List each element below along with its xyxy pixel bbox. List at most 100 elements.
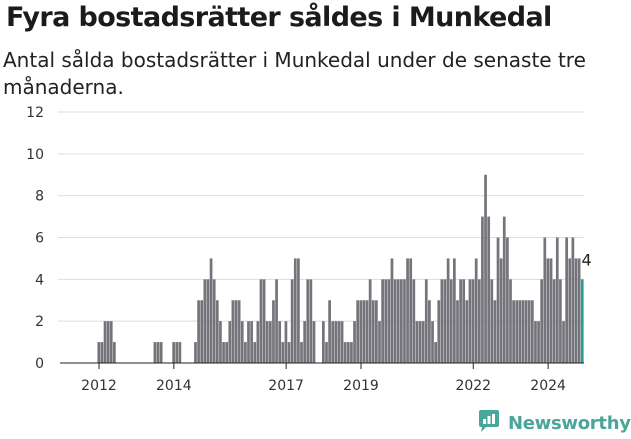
bar <box>415 321 419 363</box>
bar <box>362 300 366 363</box>
y-tick-label: 4 <box>35 272 44 288</box>
bar <box>484 174 487 363</box>
x-tick-label: 2017 <box>268 378 304 394</box>
gridlines <box>58 111 584 322</box>
bar <box>493 300 497 363</box>
bar <box>212 279 216 363</box>
bar <box>549 258 553 363</box>
bar <box>153 342 157 363</box>
bar <box>265 321 269 363</box>
bar <box>350 342 353 363</box>
bar-latest <box>580 279 584 363</box>
y-tick-label: 0 <box>35 356 44 372</box>
bar <box>106 321 110 363</box>
x-tick-label: 2022 <box>455 378 491 394</box>
bar <box>346 342 350 363</box>
bar <box>490 279 494 363</box>
bar <box>499 258 503 363</box>
bar <box>340 321 344 363</box>
bar <box>481 216 484 363</box>
bar <box>231 300 235 363</box>
bar <box>159 342 163 363</box>
x-tick-label: 2024 <box>530 378 566 394</box>
bar <box>325 342 328 363</box>
bar <box>194 342 197 363</box>
bar <box>234 300 238 363</box>
data-labels: 4 <box>581 250 591 269</box>
bar <box>421 321 425 363</box>
bar <box>253 342 257 363</box>
bar <box>518 300 522 363</box>
bar <box>300 342 303 363</box>
bar <box>197 300 200 363</box>
x-axis-ticks: 2012 2014 2017 2019 2022 2024 <box>81 363 566 394</box>
bar <box>418 321 422 363</box>
bar <box>512 300 515 363</box>
bar <box>562 321 565 363</box>
bar <box>571 237 575 363</box>
y-tick-label: 6 <box>35 231 44 247</box>
bar <box>515 300 519 363</box>
newsworthy-logo-icon <box>476 408 502 438</box>
bar <box>262 279 266 363</box>
bar <box>446 258 450 363</box>
bar <box>527 300 531 363</box>
bar <box>537 321 540 363</box>
bar <box>250 321 253 363</box>
bar <box>390 258 394 363</box>
bar <box>103 321 107 363</box>
bar <box>412 279 416 363</box>
bar <box>353 321 356 363</box>
bar <box>509 279 512 363</box>
bar <box>156 342 160 363</box>
bar <box>109 321 113 363</box>
bar <box>468 279 472 363</box>
bar <box>306 279 310 363</box>
bars <box>97 174 584 363</box>
bar <box>113 342 116 363</box>
bar <box>331 321 335 363</box>
bar <box>334 321 338 363</box>
bar <box>309 279 313 363</box>
bar <box>387 279 391 363</box>
bar <box>524 300 528 363</box>
bar <box>322 321 325 363</box>
bar <box>287 342 291 363</box>
y-tick-label: 12 <box>26 105 44 121</box>
y-tick-label: 8 <box>35 189 44 205</box>
bar <box>521 300 525 363</box>
chart-subtitle: Antal sålda bostadsrätter i Munkedal und… <box>3 48 586 99</box>
bar <box>268 321 272 363</box>
bar <box>568 258 572 363</box>
bar <box>487 216 491 363</box>
bar <box>424 279 428 363</box>
bar <box>328 300 331 363</box>
bar <box>540 279 544 363</box>
bar <box>384 279 388 363</box>
bar <box>240 321 244 363</box>
bar <box>534 321 537 363</box>
bar <box>244 342 247 363</box>
bar <box>456 300 459 363</box>
bar <box>284 321 288 363</box>
bar <box>375 300 378 363</box>
bar <box>259 279 263 363</box>
x-tick-label: 2014 <box>156 378 192 394</box>
bar <box>97 342 101 363</box>
y-tick-label: 2 <box>35 314 44 330</box>
bar <box>206 279 210 363</box>
bar <box>247 321 250 363</box>
newsworthy-brand: Newsworthy <box>476 408 631 438</box>
bar <box>409 258 413 363</box>
bar <box>228 321 232 363</box>
bar <box>555 237 559 363</box>
bar <box>172 342 176 363</box>
bar <box>209 258 213 363</box>
bar <box>356 300 360 363</box>
x-tick-label: 2019 <box>343 378 379 394</box>
bar <box>293 258 297 363</box>
bar <box>399 279 403 363</box>
bar <box>459 279 462 363</box>
bar <box>275 279 278 363</box>
